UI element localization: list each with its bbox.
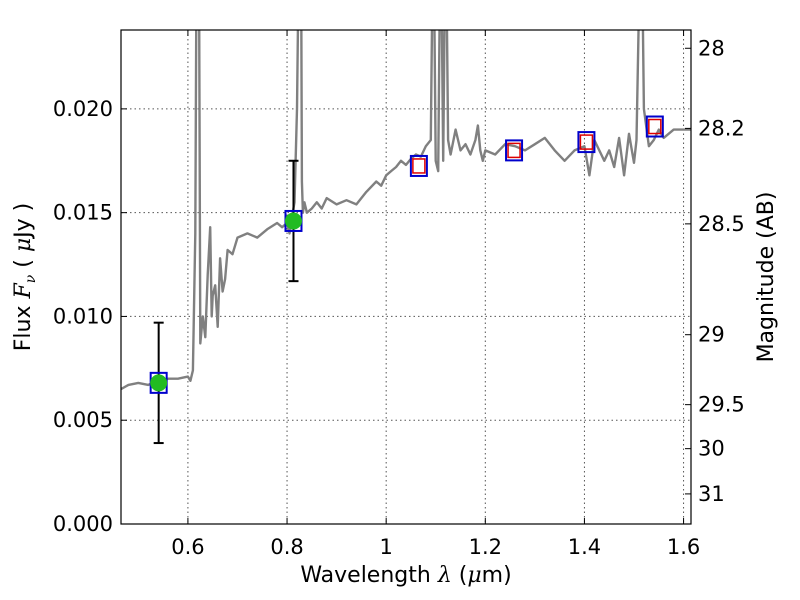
- y-axis-label: Flux Fν ( μJy ): [11, 203, 39, 352]
- y-tick-label: 0.005: [53, 408, 113, 432]
- y2-tick-label: 28.5: [698, 212, 745, 236]
- x-tick-label: 0.8: [270, 535, 303, 559]
- y2-tick-label: 31: [698, 482, 725, 506]
- photometry-markers: [149, 115, 664, 445]
- y-tick-label: 0.015: [53, 201, 113, 225]
- y2-tick-label: 29: [698, 323, 725, 347]
- y2-tick-label: 30: [698, 437, 725, 461]
- observed-point: [150, 374, 168, 392]
- predicted-box: [409, 154, 428, 177]
- predicted-inner-box: [648, 118, 662, 135]
- y-tick-label: 0.020: [53, 97, 113, 121]
- x-tick-label: 1.2: [469, 535, 502, 559]
- predicted-box: [505, 139, 524, 162]
- observed-point: [284, 212, 302, 230]
- predicted-box: [577, 131, 596, 154]
- plot-frame: [120, 29, 692, 525]
- x-tick-label: 1.6: [667, 535, 700, 559]
- axis-ticks: 0.6 0.8 1 1.2 1.4 1.6 0.000 0.005 0.010 0.015 0.02…: [53, 30, 745, 559]
- model-spectrum: [121, 30, 691, 391]
- predicted-inner-box: [507, 142, 521, 159]
- y-tick-label: 0.000: [53, 512, 113, 536]
- x-axis-label: Wavelength λ (μm): [300, 563, 511, 588]
- x-tick-label: 1.4: [568, 535, 601, 559]
- y-tick-label: 0.010: [53, 304, 113, 328]
- grid-lines: [121, 30, 691, 524]
- y2-axis-label: Magnitude (AB): [754, 192, 779, 363]
- predicted-box: [645, 115, 664, 138]
- y2-tick-label: 28: [698, 36, 725, 60]
- x-tick-label: 0.6: [171, 535, 204, 559]
- predicted-inner-box: [579, 134, 594, 150]
- predicted-inner-box: [412, 158, 426, 174]
- spectrum-line: [121, 30, 691, 391]
- x-tick-label: 1: [379, 535, 392, 559]
- y2-tick-label: 28.2: [698, 116, 745, 140]
- y2-tick-label: 29.5: [698, 393, 745, 417]
